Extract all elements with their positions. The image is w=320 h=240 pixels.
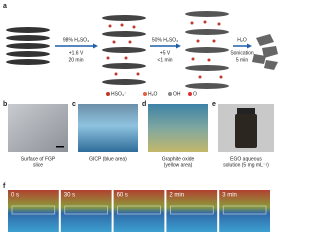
- caption: EGO aqueous: [230, 156, 262, 162]
- legend: HSO₄⁻ H₂O OH O: [106, 91, 197, 97]
- time-label: 60 s: [117, 193, 128, 199]
- caption: GICP (blue area): [89, 156, 127, 162]
- step-medium: 50% H₂SO₄: [152, 37, 178, 43]
- step-time: 5 min: [236, 57, 248, 63]
- time-label: 3 min: [222, 193, 237, 199]
- panel-label: a: [3, 3, 7, 10]
- scale-bar: [56, 146, 64, 148]
- caption: Surface of FGP: [21, 156, 56, 162]
- vial-cap: [237, 108, 255, 114]
- caption: Graphite oxide: [162, 156, 195, 162]
- panel-label: d: [142, 101, 146, 108]
- step-voltage: +5 V: [160, 50, 171, 56]
- vial: [235, 114, 257, 148]
- step-time: 20 min: [68, 57, 83, 63]
- time-label: 2 min: [169, 193, 184, 199]
- electrode: [170, 205, 214, 215]
- legend-label: O: [193, 91, 197, 97]
- photo: [8, 190, 59, 232]
- caption: solution (5 mg mL⁻¹): [223, 162, 269, 168]
- step-process: Sonication: [230, 50, 254, 56]
- photo: [60, 190, 112, 232]
- graphite-stack: [6, 27, 50, 65]
- step-medium: 98% H₂SO₄: [63, 37, 89, 43]
- panel-label: c: [72, 101, 76, 108]
- intercalated-stack: [102, 15, 146, 85]
- photo: [219, 190, 270, 232]
- exfoliated-flakes: [252, 34, 278, 70]
- photo: [166, 190, 218, 232]
- legend-label: HSO₄⁻: [111, 91, 127, 97]
- panel-label: b: [3, 101, 7, 108]
- photo: [78, 104, 138, 152]
- caption: (yellow area): [164, 162, 193, 168]
- figure: a 98% H₂SO₄ +1.6 V 20 min 50% H₂SO₄ +5 V…: [3, 3, 278, 232]
- photo: [8, 104, 68, 152]
- photo: [148, 104, 208, 152]
- electrode: [64, 205, 108, 215]
- time-series-strip: 0 s 30 s 60 s 2 min 3 min: [8, 190, 270, 232]
- step-medium: H₂O: [237, 37, 247, 43]
- time-label: 0 s: [11, 193, 19, 199]
- electrode: [117, 205, 161, 215]
- panel-label: e: [212, 101, 216, 108]
- photo: [113, 190, 165, 232]
- arrow: [55, 43, 252, 49]
- time-label: 30 s: [64, 193, 75, 199]
- legend-label: H₂O: [148, 91, 158, 97]
- caption: slice: [33, 162, 43, 168]
- electrode: [222, 205, 267, 215]
- electrode: [11, 205, 56, 215]
- step-time: <1 min: [157, 57, 172, 63]
- step-voltage: +1.6 V: [69, 50, 84, 56]
- panel-label: f: [3, 183, 6, 190]
- legend-label: OH: [173, 91, 181, 97]
- oxidized-stack: [185, 11, 229, 89]
